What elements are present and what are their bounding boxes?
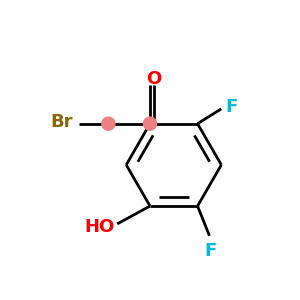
Circle shape [143, 117, 157, 130]
Text: F: F [205, 242, 217, 260]
Text: O: O [146, 70, 161, 88]
Text: HO: HO [84, 218, 114, 236]
Text: F: F [226, 98, 238, 116]
Circle shape [102, 117, 115, 130]
Text: Br: Br [50, 113, 73, 131]
